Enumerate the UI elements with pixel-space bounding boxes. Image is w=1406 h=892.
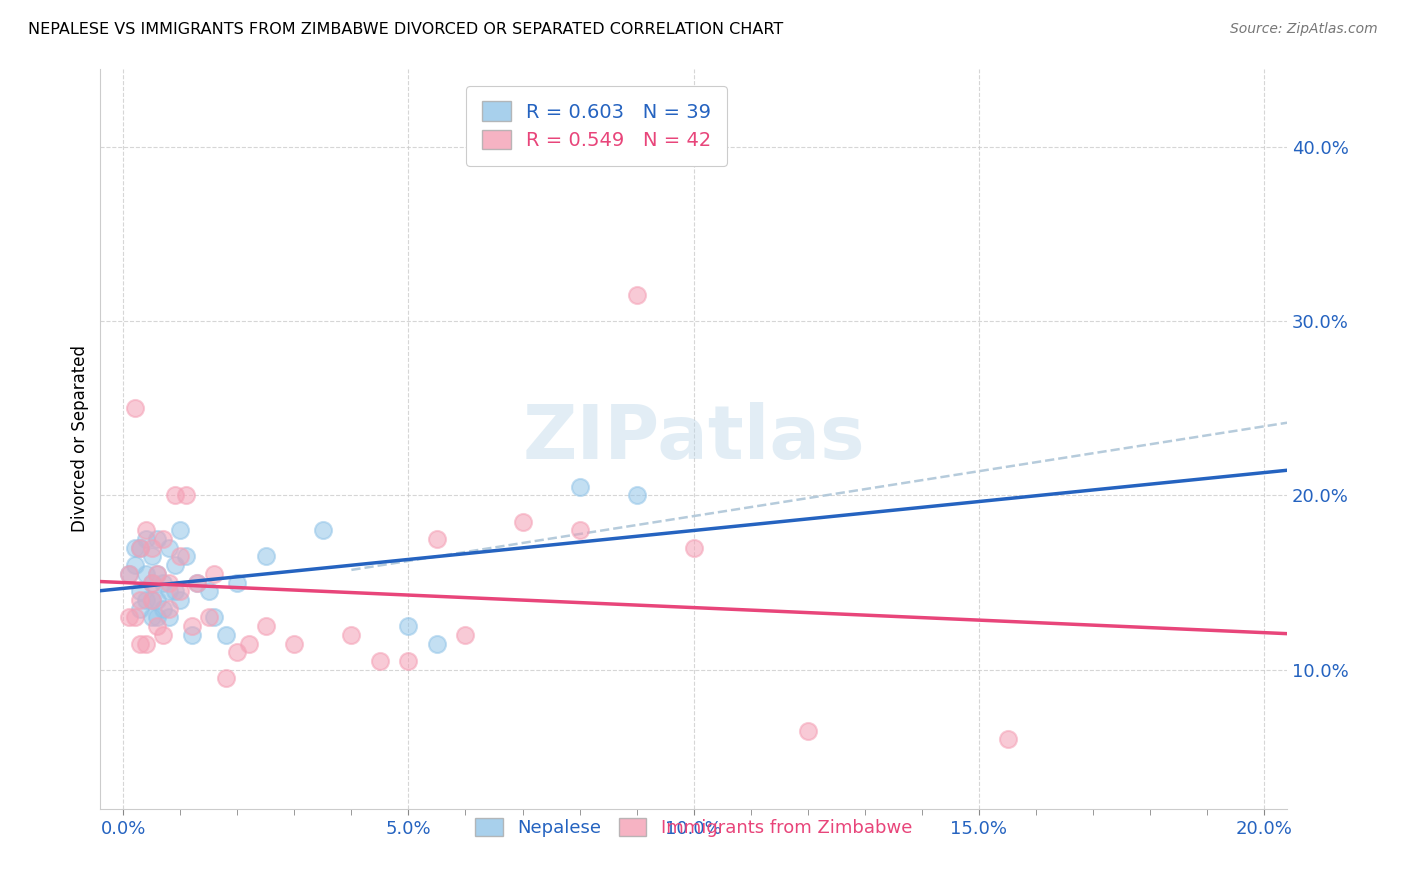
Point (180, 619, 202, 633)
Point (186, 575, 208, 590)
Point (152, 532, 174, 546)
Point (129, 584, 152, 599)
Point (312, 524, 335, 538)
Point (135, 532, 157, 546)
Point (254, 619, 277, 633)
Point (129, 541, 152, 555)
Point (169, 549, 191, 564)
Point (157, 610, 180, 624)
Point (186, 575, 208, 590)
Point (124, 541, 146, 555)
Point (174, 549, 197, 564)
Point (129, 637, 152, 651)
Point (129, 593, 152, 607)
Point (152, 628, 174, 642)
Point (146, 532, 169, 546)
Point (626, 488, 648, 502)
Point (118, 566, 141, 581)
Point (398, 654, 420, 668)
Point (340, 628, 363, 642)
Point (174, 488, 197, 502)
Point (141, 575, 163, 590)
Point (238, 637, 260, 651)
Y-axis label: Divorced or Separated: Divorced or Separated (72, 345, 89, 533)
Point (141, 593, 163, 607)
Point (169, 584, 191, 599)
Point (157, 575, 180, 590)
Point (426, 532, 449, 546)
Point (180, 628, 202, 642)
Point (152, 575, 174, 590)
Point (512, 515, 534, 529)
Text: Source: ZipAtlas.com: Source: ZipAtlas.com (1230, 22, 1378, 37)
Point (568, 480, 591, 494)
Point (135, 637, 157, 651)
Point (141, 610, 163, 624)
Point (997, 732, 1019, 747)
Point (135, 566, 157, 581)
Point (568, 524, 591, 538)
Point (204, 566, 226, 581)
Point (215, 672, 238, 686)
Point (197, 610, 219, 624)
Point (141, 575, 163, 590)
Point (141, 549, 163, 564)
Point (141, 541, 163, 555)
Point (124, 558, 146, 573)
Point (226, 575, 249, 590)
Point (454, 628, 477, 642)
Point (146, 566, 169, 581)
Point (163, 558, 186, 573)
Point (129, 541, 152, 555)
Point (426, 637, 449, 651)
Point (118, 566, 141, 581)
Point (368, 654, 391, 668)
Point (146, 610, 169, 624)
Point (797, 723, 820, 738)
Point (626, 288, 648, 302)
Text: ZIPatlas: ZIPatlas (523, 402, 865, 475)
Point (124, 401, 146, 416)
Point (157, 584, 180, 599)
Point (157, 541, 180, 555)
Point (215, 628, 238, 642)
Point (124, 610, 146, 624)
Point (283, 637, 305, 651)
Point (141, 593, 163, 607)
Point (682, 541, 704, 555)
Point (163, 488, 186, 502)
Legend: Nepalese, Immigrants from Zimbabwe: Nepalese, Immigrants from Zimbabwe (468, 811, 920, 845)
Point (254, 549, 277, 564)
Point (146, 619, 169, 633)
Point (135, 593, 157, 607)
Point (398, 619, 420, 633)
Point (118, 610, 141, 624)
Point (169, 524, 191, 538)
Point (146, 593, 169, 607)
Point (129, 601, 152, 615)
Text: NEPALESE VS IMMIGRANTS FROM ZIMBABWE DIVORCED OR SEPARATED CORRELATION CHART: NEPALESE VS IMMIGRANTS FROM ZIMBABWE DIV… (28, 22, 783, 37)
Point (226, 645, 249, 659)
Point (197, 584, 219, 599)
Point (163, 584, 186, 599)
Point (157, 601, 180, 615)
Point (135, 524, 157, 538)
Point (169, 593, 191, 607)
Point (204, 610, 226, 624)
Point (146, 566, 169, 581)
Point (152, 601, 174, 615)
